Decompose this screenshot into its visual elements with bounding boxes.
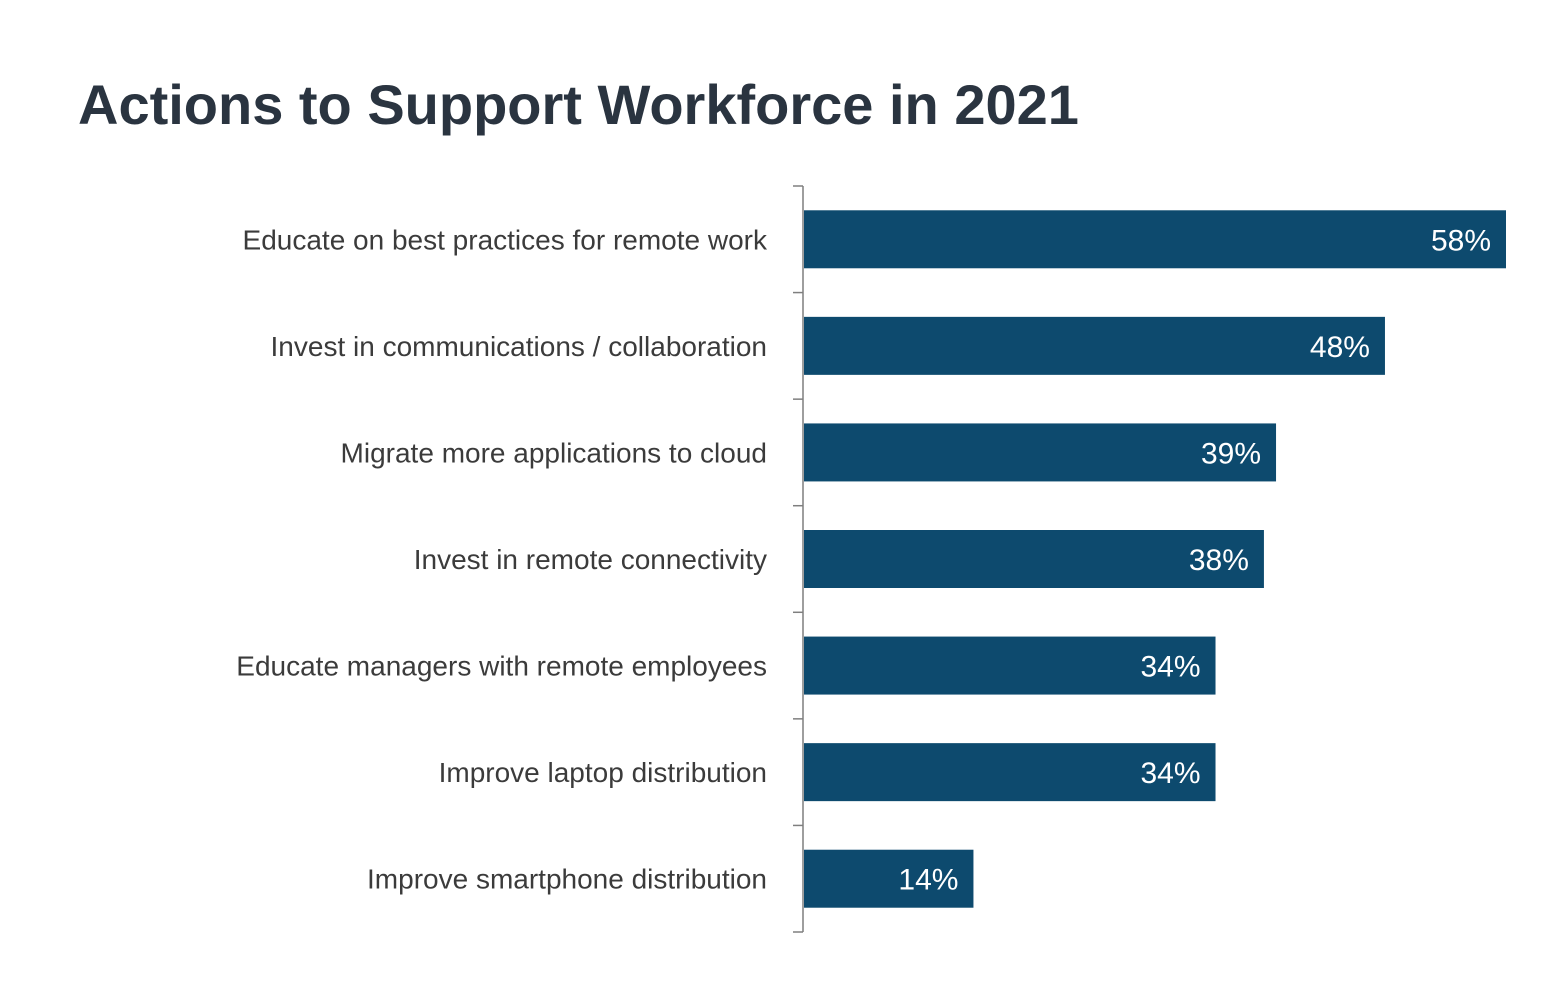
bar xyxy=(804,316,1385,375)
bar xyxy=(804,423,1277,482)
category-label: Migrate more applications to cloud xyxy=(341,437,767,468)
bar xyxy=(804,530,1264,588)
category-label: Improve smartphone distribution xyxy=(367,864,767,895)
data-label: 58% xyxy=(1431,224,1491,257)
data-label: 38% xyxy=(1189,544,1249,577)
data-label: 34% xyxy=(1140,757,1200,790)
data-label: 34% xyxy=(1140,651,1200,684)
data-label: 48% xyxy=(1310,331,1370,364)
category-label: Educate on best practices for remote wor… xyxy=(243,224,768,255)
bar xyxy=(804,849,974,908)
bar xyxy=(804,743,1216,802)
data-label: 39% xyxy=(1201,437,1261,470)
data-label: 14% xyxy=(898,864,958,897)
category-label: Invest in remote connectivity xyxy=(414,544,767,575)
category-label: Educate managers with remote employees xyxy=(236,651,767,682)
bar xyxy=(804,636,1216,695)
category-label: Invest in communications / collaboration xyxy=(271,331,767,362)
category-label: Improve laptop distribution xyxy=(439,757,767,788)
chart-title: Actions to Support Workforce in 2021 xyxy=(78,73,1079,136)
bar xyxy=(804,210,1506,269)
